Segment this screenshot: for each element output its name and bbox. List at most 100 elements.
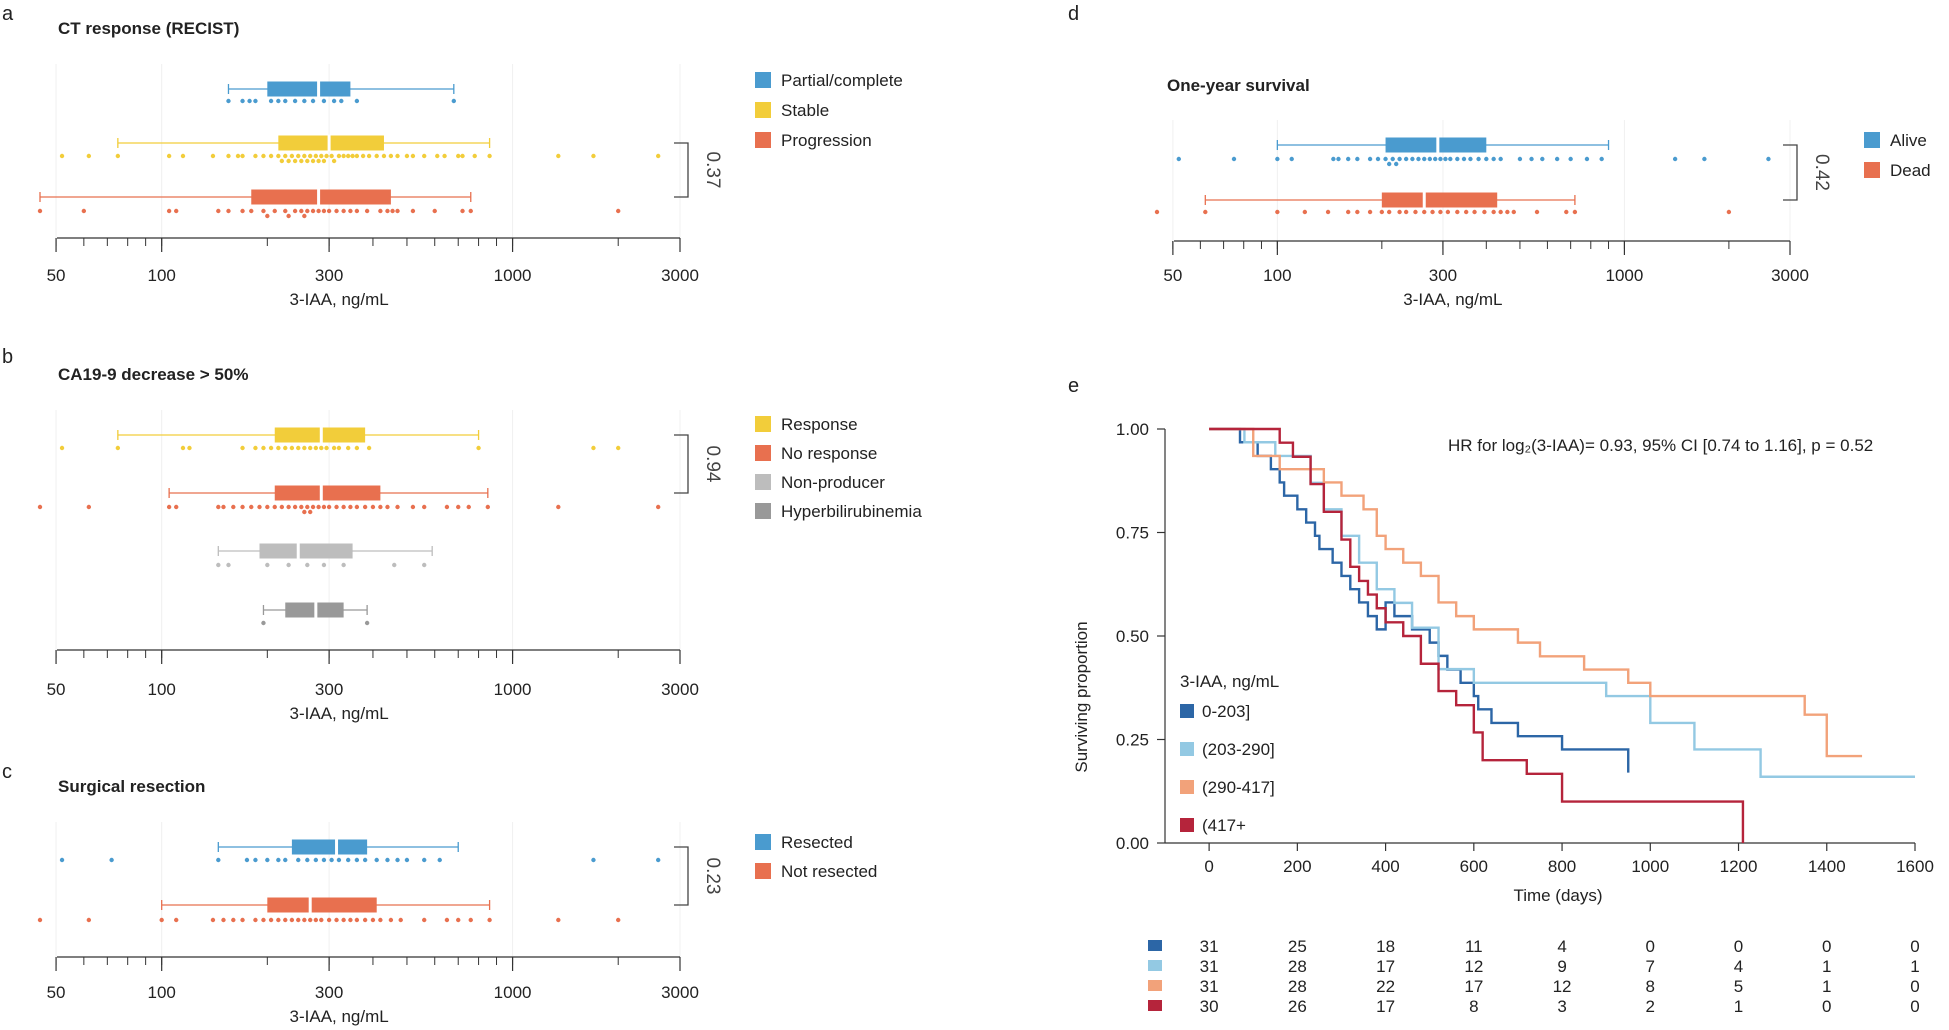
data-point <box>432 208 437 214</box>
data-point <box>362 917 368 923</box>
data-point <box>305 158 310 164</box>
data-point <box>354 504 360 510</box>
data-point <box>1554 156 1560 162</box>
data-point <box>370 504 376 510</box>
km-x-tick-label: 400 <box>1371 857 1399 876</box>
data-point <box>1345 209 1351 215</box>
data-point <box>1599 156 1604 162</box>
x-tick-label: 50 <box>47 983 66 1002</box>
comparison-bracket <box>1783 144 1798 201</box>
data-point <box>1529 156 1534 162</box>
data-point <box>302 213 307 219</box>
data-point <box>354 917 360 923</box>
data-point <box>115 445 121 451</box>
data-point <box>339 98 344 104</box>
data-point <box>1455 156 1460 162</box>
legend-swatch <box>755 416 771 432</box>
comparison-bracket <box>674 846 689 906</box>
data-point <box>410 504 416 510</box>
km-legend-swatch <box>1180 704 1194 718</box>
x-axis-label: 3-IAA, ng/mL <box>290 290 389 309</box>
data-point <box>1154 209 1160 215</box>
legend-swatch <box>755 474 771 490</box>
data-point <box>240 917 245 923</box>
box-iqr <box>267 81 351 97</box>
data-point <box>289 445 295 451</box>
data-point <box>261 620 266 626</box>
data-point <box>1482 209 1487 215</box>
data-point <box>292 98 298 104</box>
panel-c-boxplot: 50 100 300 1000 3000 3-IAA, ng/mL Resected Not … <box>37 822 877 1026</box>
data-point <box>341 504 346 510</box>
data-point <box>37 917 43 923</box>
km-legend-swatch <box>1180 818 1194 832</box>
data-point <box>302 509 307 515</box>
data-point <box>316 158 321 164</box>
data-point <box>276 917 281 923</box>
data-point <box>305 504 310 510</box>
data-point <box>319 917 324 923</box>
risk-table-cell: 4 <box>1557 937 1566 956</box>
data-point <box>210 153 216 159</box>
data-point <box>86 153 92 159</box>
data-point <box>354 153 360 159</box>
data-point <box>174 917 179 923</box>
data-point <box>313 917 319 923</box>
data-point <box>265 562 270 568</box>
risk-table-cell: 11 <box>1465 937 1483 956</box>
data-point <box>326 917 332 923</box>
data-point <box>210 917 216 923</box>
data-point <box>487 153 492 159</box>
data-point <box>395 153 400 159</box>
data-point <box>1397 209 1402 215</box>
km-y-tick-label: 1.00 <box>1116 420 1149 439</box>
data-point <box>268 153 274 159</box>
data-point <box>1572 209 1578 215</box>
data-point <box>286 562 291 568</box>
km-x-tick-label: 1200 <box>1720 857 1758 876</box>
risk-table-cell: 31 <box>1200 937 1219 956</box>
km-x-tick-label: 1400 <box>1808 857 1846 876</box>
risk-table-cell: 17 <box>1464 977 1483 996</box>
data-point <box>321 857 327 863</box>
data-point <box>354 445 360 451</box>
data-point <box>1564 209 1569 215</box>
data-point <box>1476 156 1481 162</box>
data-point <box>174 504 179 510</box>
data-point <box>378 208 383 214</box>
data-point <box>370 917 376 923</box>
risk-table-cell: 18 <box>1376 937 1395 956</box>
data-point <box>655 153 661 159</box>
risk-table-cell: 5 <box>1734 977 1743 996</box>
panel-d-boxplot: 50 100 300 1000 3000 3-IAA, ng/mL Alive Dead 0.4… <box>1154 120 1931 309</box>
data-point <box>324 153 329 159</box>
data-point <box>216 504 221 510</box>
data-point <box>442 153 447 159</box>
data-point <box>1505 209 1510 215</box>
data-point <box>1534 209 1540 215</box>
data-point <box>1433 156 1438 162</box>
box-iqr <box>274 485 381 501</box>
x-tick-label: 300 <box>315 983 343 1002</box>
data-point <box>283 153 288 159</box>
km-y-tick-label: 0.00 <box>1116 834 1149 853</box>
data-point <box>283 98 288 104</box>
data-point <box>1275 156 1280 162</box>
data-point <box>1379 209 1385 215</box>
data-point <box>345 857 351 863</box>
km-ylabel: Surviving proportion <box>1072 621 1091 772</box>
legend-swatch <box>1864 132 1880 148</box>
data-point <box>1463 209 1469 215</box>
panel-a-boxplot: 50 100 300 1000 3000 3-IAA, ng/mL Partial/comp… <box>37 64 903 309</box>
x-tick-label: 1000 <box>494 680 532 699</box>
x-tick-label: 100 <box>147 983 175 1002</box>
data-point <box>1498 209 1503 215</box>
data-point <box>444 504 450 510</box>
data-point <box>1438 156 1443 162</box>
risk-table-cell: 1 <box>1910 957 1919 976</box>
data-point <box>299 504 304 510</box>
data-point <box>321 504 327 510</box>
risk-table-cell: 26 <box>1288 997 1307 1016</box>
data-point <box>253 857 258 863</box>
data-point <box>456 917 461 923</box>
